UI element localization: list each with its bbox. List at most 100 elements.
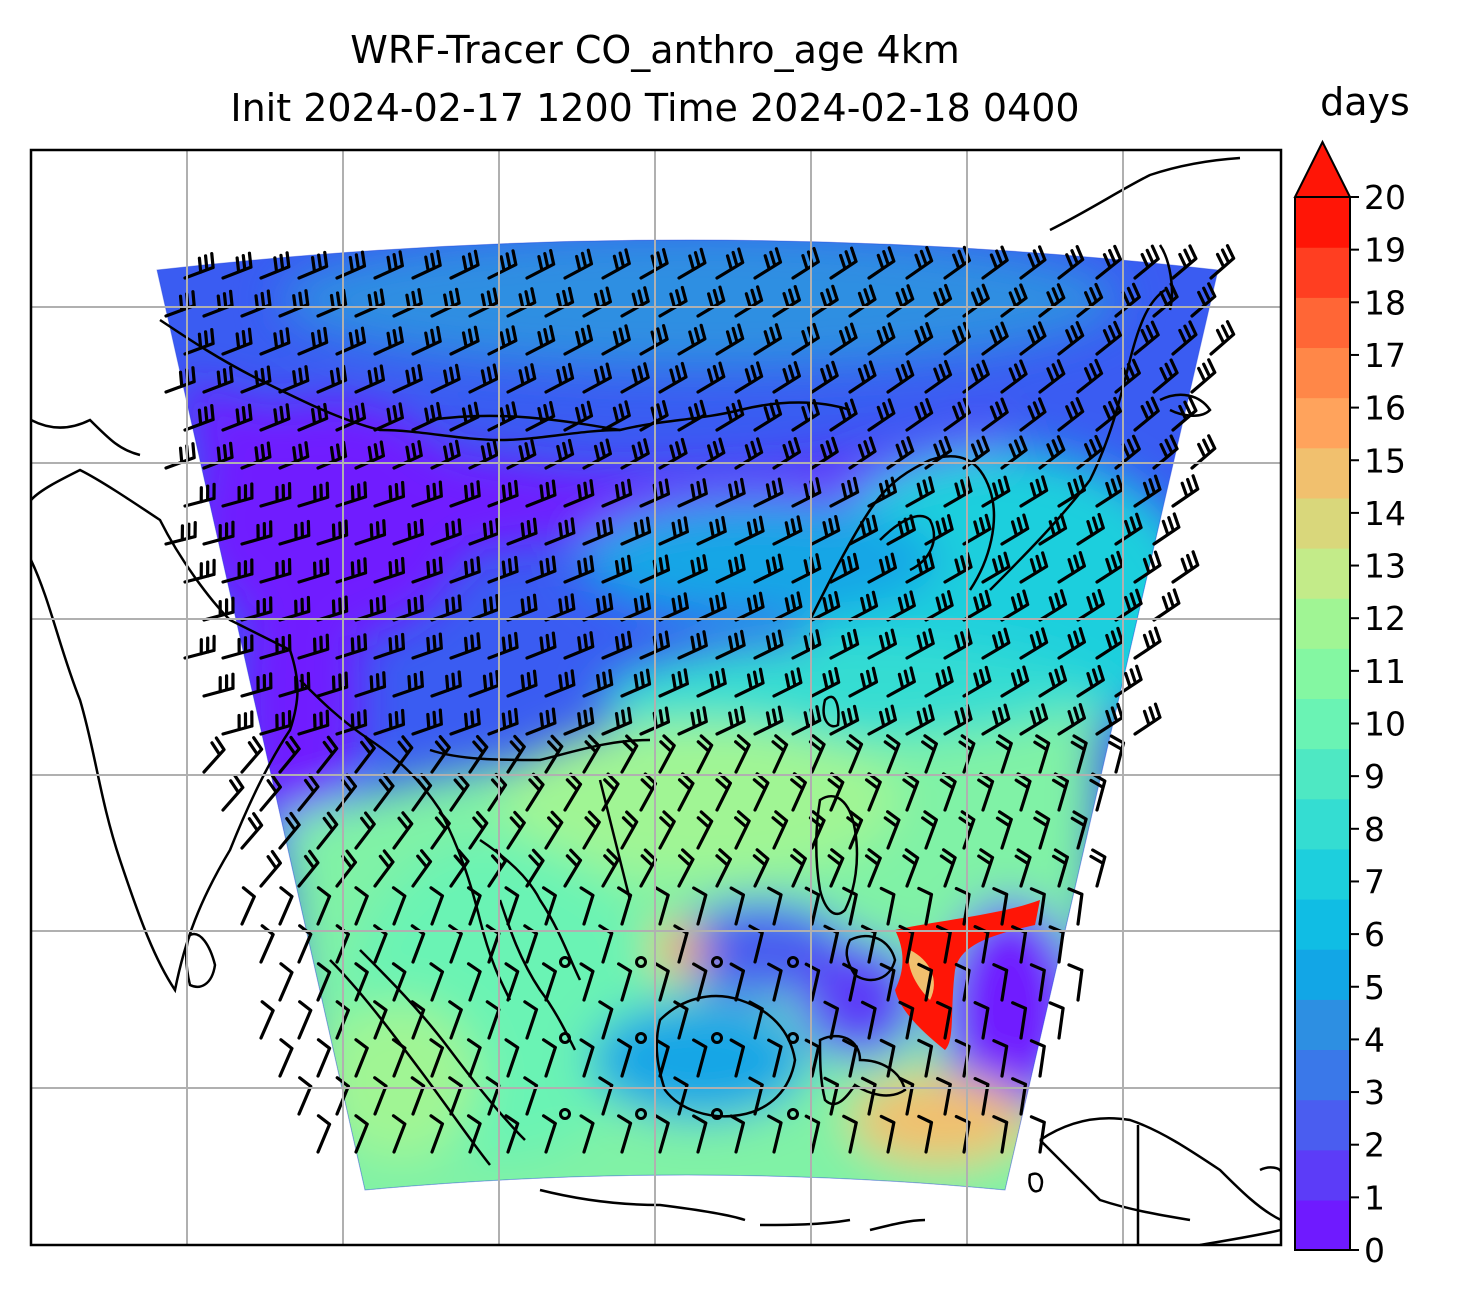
wind-barb <box>1067 887 1084 926</box>
wind-barb <box>842 962 858 1002</box>
wind-barb <box>468 734 489 774</box>
colorbar-segment <box>1295 949 1350 1000</box>
wind-barb <box>466 1114 482 1154</box>
wind-barb <box>1029 887 1046 926</box>
wind-barb <box>525 479 557 508</box>
wind-barb <box>696 515 727 546</box>
wind-barb <box>525 848 545 888</box>
wind-barb <box>485 1000 501 1040</box>
wind-barb <box>582 734 601 774</box>
wind-barb <box>677 630 708 660</box>
wind-barb <box>958 734 976 774</box>
wind-barb <box>867 246 896 280</box>
wind-barb <box>335 773 358 812</box>
wind-barb <box>506 593 538 622</box>
wind-barb <box>1209 244 1236 280</box>
colorbar-extend-arrow <box>1293 139 1352 198</box>
wind-barb <box>943 475 973 508</box>
wind-barb <box>696 285 726 318</box>
wind-barb <box>886 360 915 394</box>
wind-barb <box>487 631 519 660</box>
wind-barb <box>902 848 920 888</box>
wind-barb <box>924 514 954 546</box>
wind-barb <box>677 706 708 736</box>
wind-barb <box>430 811 451 850</box>
wind-barb <box>354 1114 369 1154</box>
wind-barb <box>898 1000 915 1040</box>
wind-barb <box>582 438 612 470</box>
colorbar-segment <box>1295 648 1350 700</box>
wind-barb <box>848 590 879 622</box>
wind-barb <box>240 812 264 850</box>
wind-barb <box>654 1038 670 1078</box>
wind-barb <box>601 478 633 508</box>
wind-barb <box>544 734 564 774</box>
wind-barb <box>715 323 745 356</box>
wind-barb <box>753 553 784 584</box>
wind-barb <box>373 708 406 736</box>
wind-barb <box>506 517 538 546</box>
wind-barb <box>259 1000 275 1040</box>
wind-barb <box>734 810 751 850</box>
wind-barb <box>696 591 727 622</box>
wind-barb <box>202 520 235 546</box>
wind-barb <box>1114 512 1143 546</box>
wind-barb <box>696 810 714 850</box>
wind-barb <box>391 886 407 926</box>
wind-barb <box>544 669 576 698</box>
wind-barb <box>1067 963 1084 1002</box>
wind-barb <box>772 591 803 622</box>
wind-barb <box>992 1039 1009 1078</box>
wind-barb <box>791 246 820 280</box>
wind-barb <box>202 289 234 318</box>
wind-barb <box>617 1114 633 1154</box>
calm-wind-marker <box>559 1108 571 1120</box>
wind-barb <box>917 886 934 926</box>
wind-barb <box>921 810 938 850</box>
wind-barb <box>316 811 339 850</box>
wind-barb <box>1038 359 1066 394</box>
wind-barb <box>829 398 858 432</box>
wind-barb <box>563 631 595 660</box>
wind-barb <box>692 886 708 926</box>
wind-barb <box>354 735 376 774</box>
wind-barb <box>392 670 424 698</box>
wind-barb <box>278 519 311 546</box>
wind-barb <box>734 734 751 774</box>
wind-barb <box>962 513 992 546</box>
plot-frame <box>29 148 1283 1247</box>
wind-barb <box>1019 551 1049 584</box>
wind-barb <box>430 363 461 394</box>
wind-barb <box>487 555 519 584</box>
wind-barb <box>468 363 499 394</box>
wind-barb <box>1133 474 1162 508</box>
wind-barb <box>1057 703 1086 736</box>
wind-barb <box>373 326 404 356</box>
wind-barb <box>1057 321 1085 356</box>
wind-barb <box>183 403 215 432</box>
wind-barb <box>297 709 330 736</box>
wind-barb <box>335 481 368 508</box>
wind-barb <box>582 668 614 698</box>
wind-barb <box>525 248 556 280</box>
wind-barb <box>823 1000 840 1040</box>
wind-barb <box>183 558 216 584</box>
wind-barb <box>1114 434 1141 470</box>
calm-wind-marker <box>635 956 647 968</box>
wind-barb <box>316 962 332 1002</box>
wind-barb <box>316 1114 332 1154</box>
wind-barb <box>335 250 367 280</box>
wind-barb <box>981 703 1011 736</box>
wind-barb <box>506 669 538 698</box>
wind-barb <box>943 551 973 584</box>
wind-barb <box>639 848 658 888</box>
wind-barb <box>753 477 784 508</box>
wind-barb <box>563 848 583 888</box>
wind-barb <box>1029 1115 1046 1154</box>
wind-barb <box>1171 550 1200 584</box>
calm-wind-marker <box>787 1108 799 1120</box>
colorbar-segment <box>1295 598 1350 649</box>
wind-barb <box>791 477 822 508</box>
wind-barb <box>981 245 1009 280</box>
wind-barb <box>354 595 387 622</box>
